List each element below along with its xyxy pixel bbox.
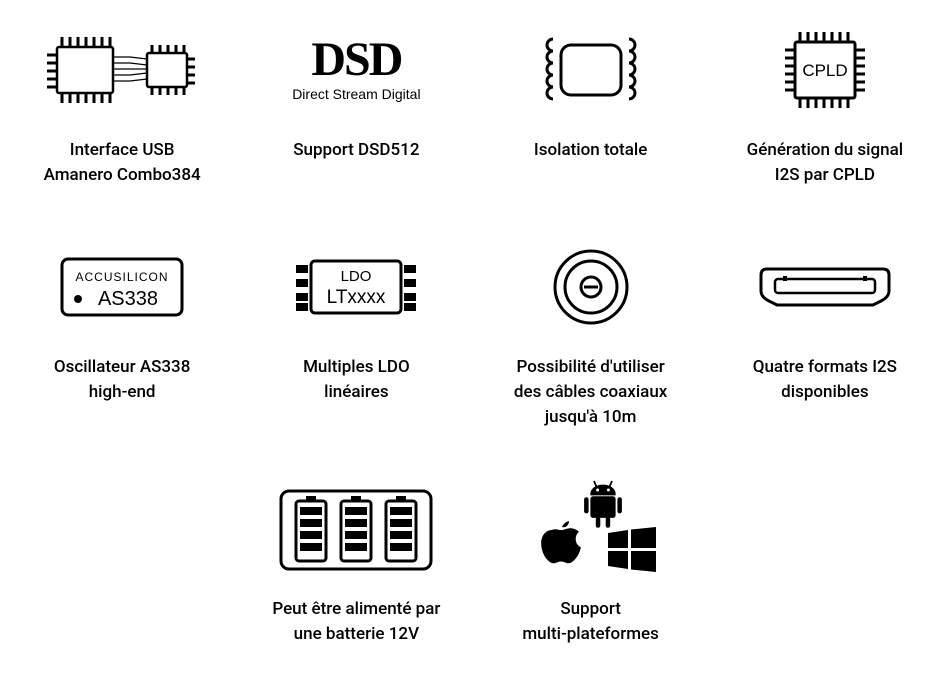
label-line: Peut être alimenté par — [272, 599, 440, 619]
feature-label: Interface USB Amanero Combo384 — [44, 138, 201, 187]
label-line: Génération du signal — [747, 140, 903, 160]
feature-label: Support DSD512 — [293, 138, 419, 163]
label-line: Interface USB — [70, 140, 175, 160]
label-line: jusqu'à 10m — [545, 407, 637, 427]
cpld-chip-icon: CPLD — [735, 20, 915, 120]
label-line: Multiples LDO — [303, 357, 410, 377]
feature-isolation: Isolation totale — [479, 20, 703, 187]
label-line: une batterie 12V — [294, 624, 419, 644]
feature-coax: Possibilité d'utiliser des câbles coaxia… — [479, 237, 703, 429]
dsd-logo-text: DSD — [311, 38, 401, 81]
label-line: Isolation totale — [534, 140, 647, 160]
label-line: I2S par CPLD — [775, 165, 875, 185]
svg-text:LDO: LDO — [341, 268, 372, 285]
svg-text:ACCUSILICON: ACCUSILICON — [76, 270, 169, 284]
dsd-sub-text: Direct Stream Digital — [292, 86, 420, 102]
label-line: Amanero Combo384 — [44, 165, 201, 185]
feature-label: Isolation totale — [534, 138, 647, 163]
label-line: Oscillateur AS338 — [54, 357, 191, 377]
coax-connector-icon — [501, 237, 681, 337]
two-chips-icon — [32, 20, 212, 120]
hdmi-icon — [735, 237, 915, 337]
feature-label: Quatre formats I2S disponibles — [753, 355, 897, 404]
feature-oscillator: ACCUSILICON AS338 Oscillateur AS338 high… — [10, 237, 234, 429]
feature-label: Multiples LDO linéaires — [303, 355, 410, 404]
svg-text:CPLD: CPLD — [802, 61, 847, 80]
feature-label: Oscillateur AS338 high-end — [54, 355, 191, 404]
label-line: linéaires — [324, 382, 388, 402]
dsd-icon: DSD Direct Stream Digital — [266, 20, 446, 120]
feature-ldo: LDO LTxxxx Multiples LDO linéaires — [244, 237, 468, 429]
feature-label: Peut être alimenté par une batterie 12V — [272, 597, 440, 646]
label-line: des câbles coaxiaux — [514, 382, 667, 402]
svg-text:LTxxxx: LTxxxx — [327, 287, 386, 308]
feature-grid: Interface USB Amanero Combo384 DSD Direc… — [10, 20, 937, 646]
feature-label: Génération du signal I2S par CPLD — [747, 138, 903, 187]
transformer-icon — [501, 20, 681, 120]
label-line: multi-plateformes — [522, 624, 659, 644]
label-line: high-end — [89, 382, 156, 402]
feature-usb-interface: Interface USB Amanero Combo384 — [10, 20, 234, 187]
feature-multiplatform: Support multi-plateformes — [479, 479, 703, 646]
accusilicon-icon: ACCUSILICON AS338 — [32, 237, 212, 337]
ldo-chip-icon: LDO LTxxxx — [266, 237, 446, 337]
label-line: Possibilité d'utiliser — [517, 357, 665, 377]
batteries-icon — [266, 479, 446, 579]
feature-dsd: DSD Direct Stream Digital Support DSD512 — [244, 20, 468, 187]
label-line: disponibles — [781, 382, 868, 402]
label-line: Quatre formats I2S — [753, 357, 897, 377]
feature-label: Possibilité d'utiliser des câbles coaxia… — [514, 355, 667, 429]
label-line: Support DSD512 — [293, 140, 419, 160]
feature-cpld: CPLD Génération du signal I2S par CPLD — [713, 20, 937, 187]
bottom-row: Peut être alimenté par une batterie 12V — [244, 479, 703, 646]
feature-battery: Peut être alimenté par une batterie 12V — [244, 479, 468, 646]
feature-label: Support multi-plateformes — [522, 597, 659, 646]
label-line: Support — [560, 599, 621, 619]
feature-i2s-formats: Quatre formats I2S disponibles — [713, 237, 937, 429]
svg-text:AS338: AS338 — [98, 288, 158, 310]
platforms-icon — [501, 479, 681, 579]
